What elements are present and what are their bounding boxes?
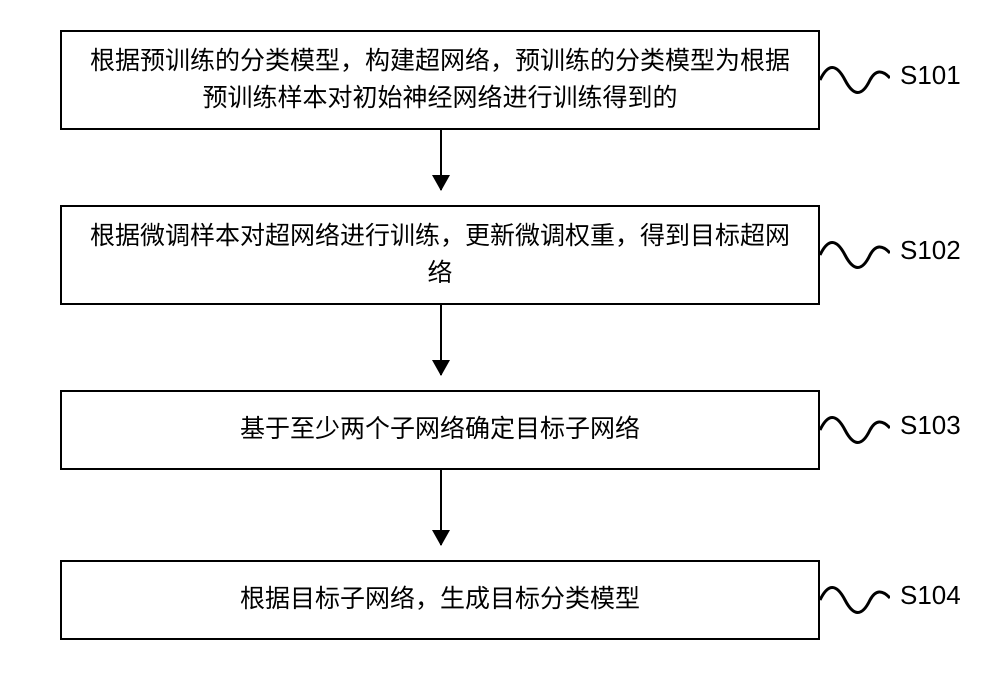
step-text: 根据微调样本对超网络进行训练，更新微调权重，得到目标超网络 — [82, 218, 798, 293]
flowchart-step-s103: 基于至少两个子网络确定目标子网络 — [60, 390, 820, 470]
step-label: S102 — [900, 235, 961, 266]
flowchart-step-s101: 根据预训练的分类模型，构建超网络，预训练的分类模型为根据预训练样本对初始神经网络… — [60, 30, 820, 130]
step-label: S101 — [900, 60, 961, 91]
connector-squiggle — [820, 235, 890, 275]
flowchart-step-s102: 根据微调样本对超网络进行训练，更新微调权重，得到目标超网络 — [60, 205, 820, 305]
connector-squiggle — [820, 580, 890, 620]
flowchart-arrow — [440, 130, 442, 190]
step-text: 根据目标子网络，生成目标分类模型 — [240, 581, 640, 619]
step-text: 基于至少两个子网络确定目标子网络 — [240, 411, 640, 449]
flowchart-step-s104: 根据目标子网络，生成目标分类模型 — [60, 560, 820, 640]
flowchart-arrow — [440, 305, 442, 375]
step-label: S104 — [900, 580, 961, 611]
step-label: S103 — [900, 410, 961, 441]
flowchart-diagram: 根据预训练的分类模型，构建超网络，预训练的分类模型为根据预训练样本对初始神经网络… — [0, 0, 1000, 689]
flowchart-arrow — [440, 470, 442, 545]
connector-squiggle — [820, 60, 890, 100]
step-text: 根据预训练的分类模型，构建超网络，预训练的分类模型为根据预训练样本对初始神经网络… — [82, 43, 798, 118]
connector-squiggle — [820, 410, 890, 450]
